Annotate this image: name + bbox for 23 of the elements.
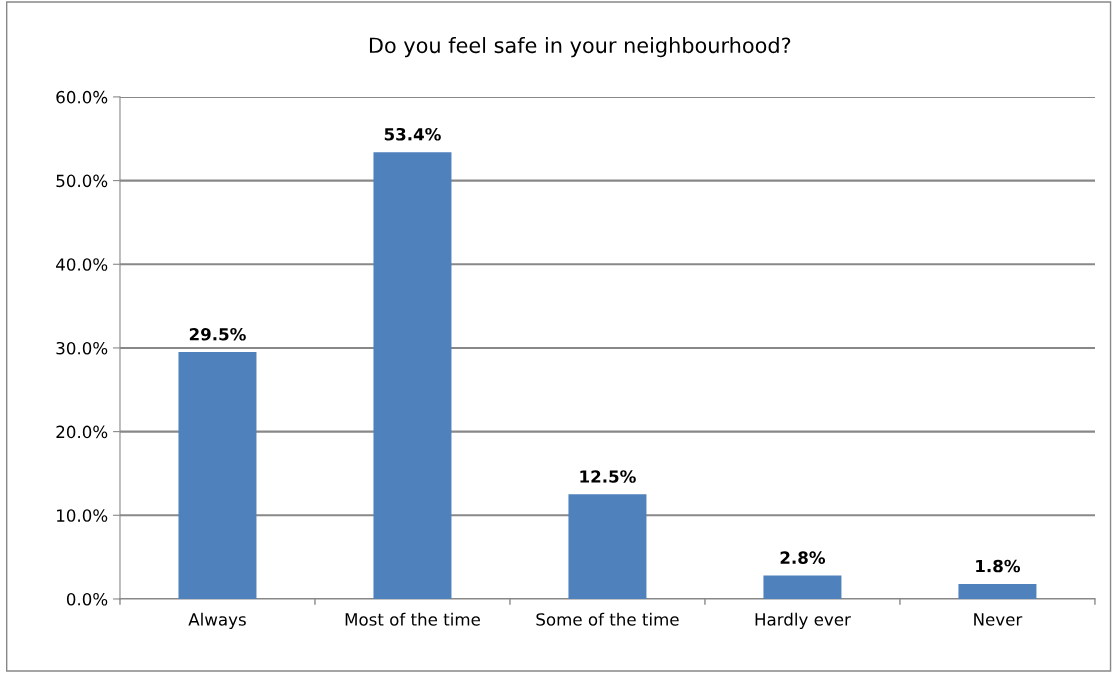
y-tick-label: 60.0% bbox=[56, 90, 108, 104]
x-tick-label: Never bbox=[974, 613, 1023, 626]
data-label: 53.4% bbox=[384, 127, 441, 141]
y-tick-label: 50.0% bbox=[56, 174, 108, 188]
bar bbox=[178, 352, 257, 599]
y-tick-label: 10.0% bbox=[57, 509, 108, 522]
y-tick-label: 30.0% bbox=[56, 341, 108, 355]
data-label: 1.8% bbox=[976, 559, 1021, 573]
data-label: 12.5% bbox=[580, 470, 636, 483]
bar bbox=[568, 494, 647, 599]
x-tick-label: Always bbox=[188, 612, 246, 629]
x-tick-label: Hardly ever bbox=[755, 612, 851, 629]
bar bbox=[958, 583, 1037, 599]
x-tick-label: Most of the time bbox=[345, 612, 480, 626]
y-tick-label: 40.0% bbox=[56, 258, 108, 271]
bar bbox=[763, 575, 842, 599]
chart-title: Do you feel safe in your neighbourhood? bbox=[369, 37, 791, 58]
y-tick-label: 0.0% bbox=[66, 592, 108, 606]
data-label: 29.5% bbox=[189, 327, 246, 341]
y-tick-label: 20.0% bbox=[56, 425, 108, 439]
x-tick-label: Some of the time bbox=[536, 612, 679, 626]
bar bbox=[373, 152, 452, 599]
data-label: 2.8% bbox=[780, 551, 826, 564]
